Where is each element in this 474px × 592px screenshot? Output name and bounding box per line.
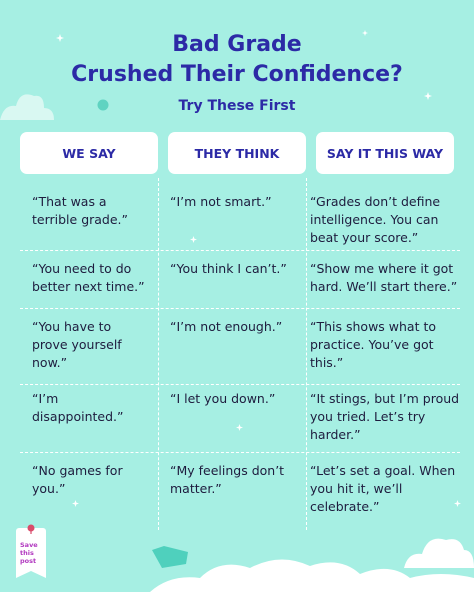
we-say-cell: “That was a terrible grade.”	[32, 194, 129, 227]
we-say-cell: “I’m disappointed.”	[32, 391, 124, 424]
sparkle-icon	[190, 236, 197, 243]
page-title-line2: Crushed Their Confidence?	[71, 62, 403, 87]
cloud-decoration-right	[404, 538, 474, 568]
sparkle-icon	[454, 500, 461, 507]
block-decoration	[152, 546, 188, 568]
say-it-this-way-cell: “Let’s set a goal. When you hit it, we’l…	[310, 463, 456, 514]
cloud-decoration-left	[0, 94, 54, 120]
say-it-this-way-cell: “Show me where it got hard. We’ll start …	[310, 261, 458, 294]
they-think-cell: “I’m not smart.”	[170, 194, 272, 209]
dot-decoration	[97, 99, 109, 111]
cloud-decoration-bottom	[150, 559, 474, 592]
we-say-cell: “No games for you.”	[32, 463, 123, 496]
page-title-line1: Bad Grade	[172, 32, 302, 57]
say-it-this-way-cell: “This shows what to practice. You’ve got…	[310, 319, 437, 370]
they-think-cell: “I let you down.”	[170, 391, 276, 406]
pin-icon	[27, 524, 35, 534]
they-think-cell: “You think I can’t.”	[170, 261, 287, 276]
save-this-post-button[interactable]: Save this post	[16, 528, 46, 578]
row-divider	[20, 384, 460, 385]
we-say-cell: “You have to prove yourself now.”	[32, 319, 122, 370]
row-divider	[20, 452, 460, 453]
phrase-table: “That was a terrible grade.” “I’m not sm…	[20, 178, 460, 530]
page-subtitle: Try These First	[178, 98, 296, 114]
say-it-this-way-cell: “Grades don’t define intelligence. You c…	[310, 194, 441, 245]
sparkle-icon	[56, 34, 64, 42]
row-divider	[20, 308, 460, 309]
row-divider	[20, 250, 460, 251]
sparkle-icon	[236, 424, 243, 431]
say-it-this-way-cell: “It stings, but I’m proud you tried. Let…	[310, 391, 460, 442]
we-say-cell: “You need to do better next time.”	[32, 261, 145, 294]
they-think-cell: “I’m not enough.”	[170, 319, 283, 334]
sparkle-icon	[362, 30, 368, 36]
sparkle-icon	[424, 92, 432, 100]
column-header-say-it-this-way: SAY IT THIS WAY	[316, 132, 454, 174]
sparkle-icon	[72, 500, 79, 507]
column-divider	[158, 178, 159, 530]
column-header-they-think: THEY THINK	[168, 132, 306, 174]
column-divider	[306, 178, 307, 530]
column-header-we-say: WE SAY	[20, 132, 158, 174]
they-think-cell: “My feelings don’t matter.”	[170, 463, 285, 496]
